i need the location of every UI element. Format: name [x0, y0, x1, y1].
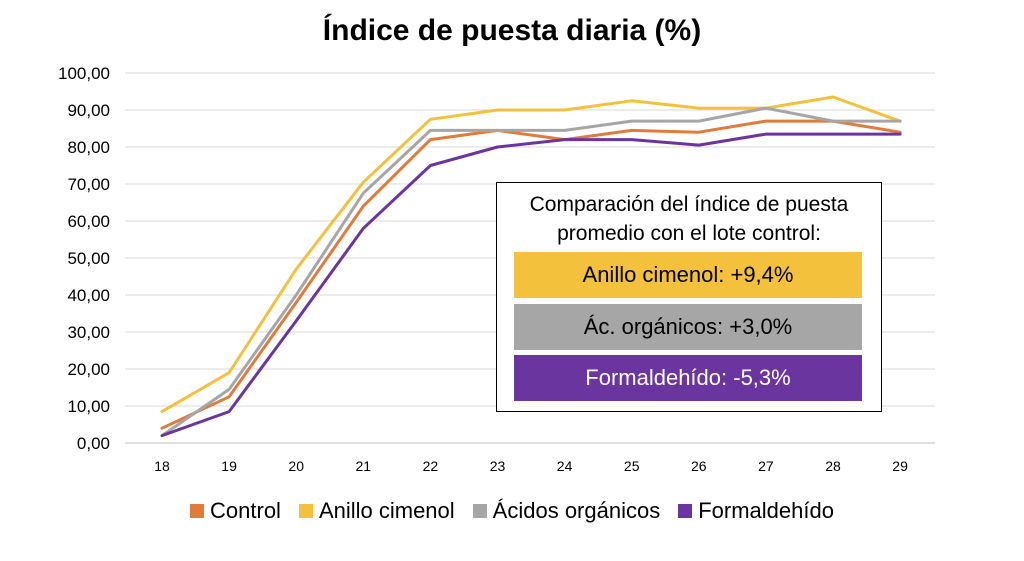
legend-item-control: Control	[190, 498, 281, 524]
comparison-row-anillo-cimenol: Anillo cimenol: +9,4%	[514, 252, 862, 298]
y-axis-ticks: 0,00 10,00 20,00 30,00 40,00 50,00 60,00 70,00 8…	[58, 64, 110, 453]
y-tick-label: 60,00	[67, 212, 110, 231]
x-tick-label: 21	[356, 458, 372, 474]
comparison-title: Comparación del índice de puesta promedi…	[529, 193, 849, 245]
chart-title: Índice de puesta diaria (%)	[322, 14, 702, 47]
legend-label-formaldehido: Formaldehído	[698, 498, 834, 523]
x-tick-label: 23	[490, 458, 506, 474]
y-tick-label: 80,00	[67, 138, 110, 157]
y-tick-label: 30,00	[67, 323, 110, 342]
x-tick-label: 25	[624, 458, 640, 474]
series-line-formaldehido	[160, 132, 902, 438]
series-lines	[160, 95, 902, 438]
legend-item-anillo-cimenol: Anillo cimenol	[298, 498, 455, 524]
comparison-row-formaldehido: Formaldehído: -5,3%	[514, 355, 862, 401]
comparison-box: Comparación del índice de puesta promedi…	[496, 182, 882, 412]
x-tick-label: 28	[825, 458, 841, 474]
x-tick-label: 18	[154, 458, 170, 474]
x-axis-ticks: 18 19 20 21 22 23 24 25 26 27 28 29	[154, 458, 908, 474]
y-tick-label: 10,00	[67, 397, 110, 416]
y-tick-label: 100,00	[58, 64, 110, 83]
legend-label-acidos-organicos: Ácidos orgánicos	[492, 498, 661, 523]
legend-swatch-formaldehido	[678, 504, 693, 518]
x-tick-label: 27	[758, 458, 774, 474]
y-tick-label: 0,00	[77, 434, 110, 453]
comparison-row-acidos-organicos: Ác. orgánicos: +3,0%	[514, 304, 862, 350]
legend-swatch-control	[190, 504, 205, 518]
legend-item-formaldehido: Formaldehído	[678, 498, 834, 524]
legend-swatch-anillo-cimenol	[298, 504, 313, 518]
legend: Control Anillo cimenol Ácidos orgánicos …	[0, 498, 1024, 524]
y-tick-label: 20,00	[67, 360, 110, 379]
y-tick-label: 50,00	[67, 249, 110, 268]
y-tick-label: 70,00	[67, 175, 110, 194]
legend-label-anillo-cimenol: Anillo cimenol	[318, 498, 455, 523]
series-line-anillo-cimenol	[160, 95, 902, 414]
legend-label-control: Control	[210, 498, 281, 523]
y-tick-label: 90,00	[67, 101, 110, 120]
legend-swatch-acidos-organicos	[472, 504, 487, 518]
series-line-acidos-organicos	[160, 106, 902, 438]
x-tick-label: 24	[557, 458, 573, 474]
x-tick-label: 26	[691, 458, 707, 474]
x-tick-label: 29	[892, 458, 908, 474]
legend-item-acidos-organicos: Ácidos orgánicos	[472, 498, 661, 524]
x-tick-label: 19	[221, 458, 237, 474]
x-tick-label: 22	[423, 458, 439, 474]
y-tick-label: 40,00	[67, 286, 110, 305]
series-line-control	[160, 119, 902, 430]
x-tick-label: 20	[288, 458, 304, 474]
